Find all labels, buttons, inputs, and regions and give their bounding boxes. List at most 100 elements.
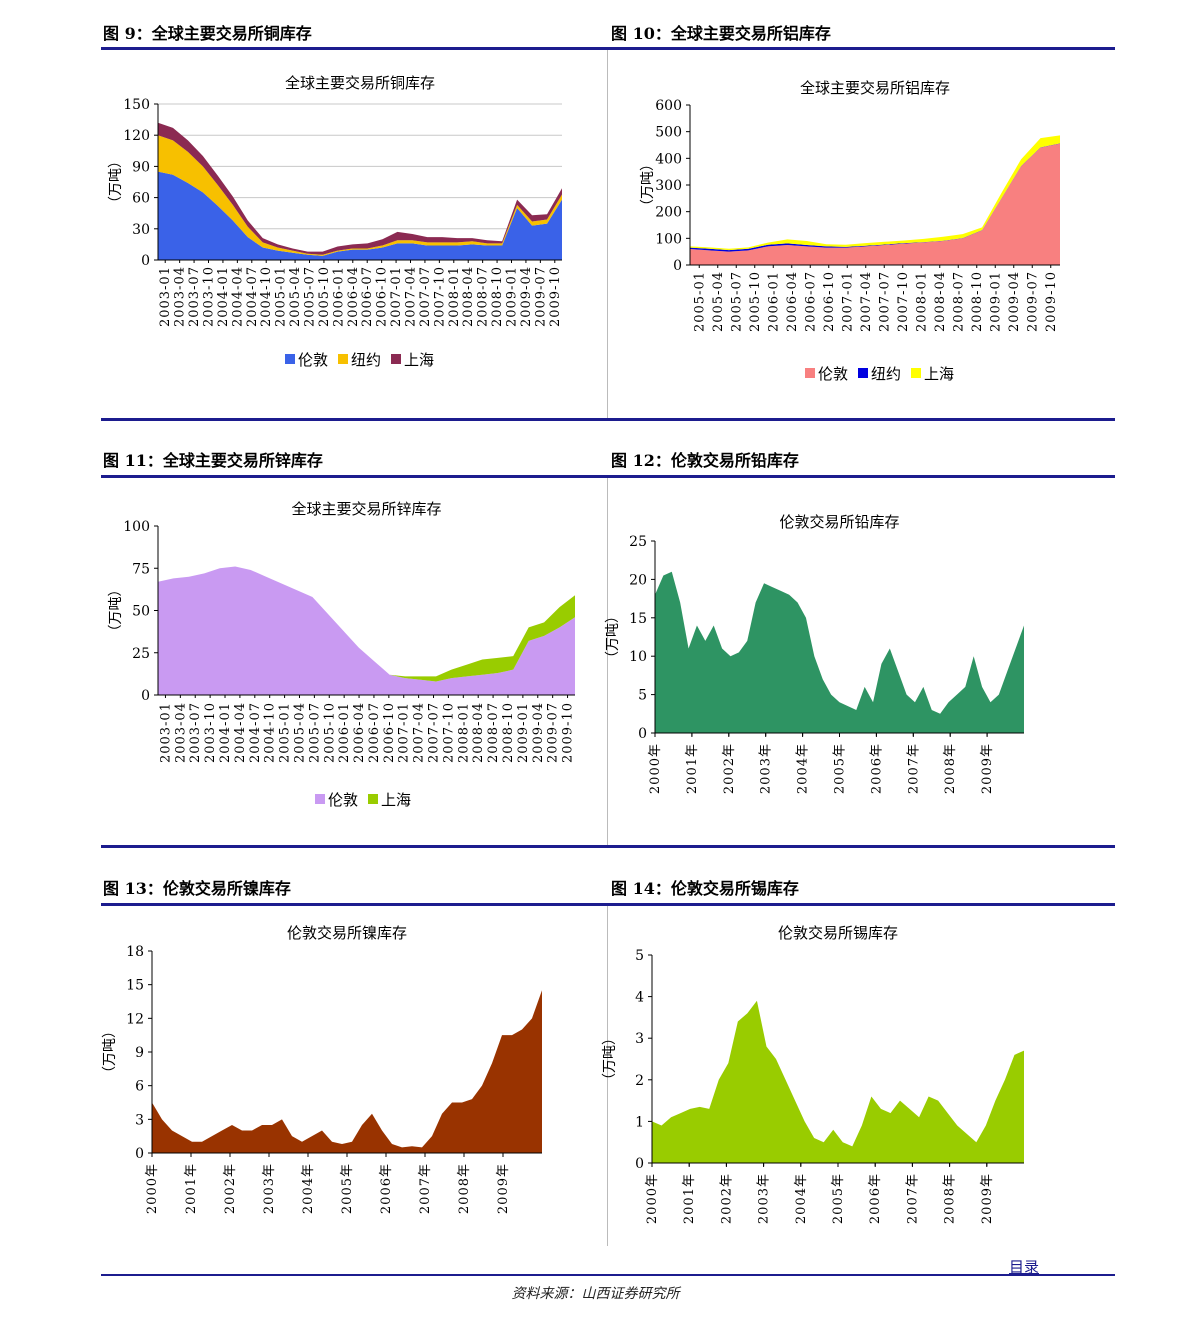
x-tick-label: 2005-10 [317,266,332,327]
legend-label: 伦敦 [328,791,358,809]
x-tick-label: 2006-07 [367,702,382,763]
x-tick-label: 2000年 [645,1173,660,1224]
legend-swatch [911,368,921,378]
chart-title: 全球主要交易所铝库存 [800,79,950,97]
x-tick-label: 2005-10 [322,702,337,763]
y-tick-label: 0 [141,688,150,704]
x-tick-label: 2009-07 [546,702,561,763]
legend-label: 纽约 [351,351,381,369]
y-tick-label: 300 [655,178,682,194]
series-area [652,1000,1024,1163]
x-tick-label: 2004-07 [248,702,263,763]
x-tick-label: 2004-04 [230,266,245,327]
x-tick-label: 2007-07 [427,702,442,763]
x-tick-label: 2003年 [757,1173,772,1224]
x-tick-label: 2008-04 [461,266,476,327]
x-tick-label: 2005-07 [303,266,318,327]
x-tick-label: 2008-01 [456,702,471,763]
x-tick-label: 2008-01 [447,266,462,327]
y-axis-label: （万吨） [102,1024,118,1080]
legend-swatch [858,368,868,378]
x-tick-label: 2009-01 [505,266,520,327]
x-tick-label: 2003-07 [187,266,202,327]
chart-title: 伦敦交易所镍库存 [287,924,407,942]
y-tick-label: 18 [126,944,144,960]
y-tick-label: 0 [673,258,682,274]
x-tick-label: 2006-07 [803,271,818,332]
x-tick-label: 2005-04 [292,702,307,763]
x-tick-label: 2004年 [796,743,811,794]
y-tick-label: 2 [635,1073,644,1089]
legend-label: 上海 [381,791,411,809]
x-tick-label: 2007-01 [389,266,404,327]
x-tick-label: 2008年 [943,743,958,794]
x-tick-label: 2000年 [648,743,663,794]
series-area-伦敦 [690,143,1060,265]
x-tick-label: 2007-07 [418,266,433,327]
x-tick-label: 2002年 [719,1173,734,1224]
x-tick-label: 2006-10 [382,702,397,763]
x-tick-label: 2008-10 [970,271,985,332]
header-rule-mid [101,475,1115,478]
x-tick-label: 2007-04 [404,266,419,327]
x-tick-label: 2009-01 [516,702,531,763]
x-tick-label: 2003-04 [173,702,188,763]
x-tick-label: 2000年 [145,1163,160,1214]
section-rule-2 [101,845,1115,848]
x-tick-label: 2007-04 [859,271,874,332]
chart-copper: 全球主要交易所铜库存 150 120 90 60 30 0 （万吨） 2003-01 2003-0… [100,60,590,410]
y-tick-label: 5 [635,948,644,964]
y-tick-label: 4 [635,990,644,1006]
x-tick-label: 2004-01 [218,702,233,763]
x-tick-label: 2007-10 [896,271,911,332]
y-tick-label: 0 [135,1146,144,1162]
x-tick-label: 2009年 [980,1173,995,1224]
x-tick-label: 2007年 [418,1163,433,1214]
y-tick-label: 6 [135,1079,144,1095]
section-rule-1 [101,418,1115,421]
x-tick-label: 2005-04 [288,266,303,327]
y-tick-label: 0 [638,726,647,742]
toc-link[interactable]: 目录 [1009,1258,1040,1276]
x-tick-label: 2006年 [868,1173,883,1224]
header-rule-bottom [101,903,1115,906]
x-tick-label: 2003-10 [202,266,217,327]
x-tick-label: 2009-04 [519,266,534,327]
y-tick-label: 150 [123,97,150,113]
x-tick-label: 2001年 [682,1173,697,1224]
y-tick-label: 25 [132,646,150,662]
x-tick-label: 2007-01 [840,271,855,332]
y-tick-label: 60 [132,191,150,207]
legend-swatch [805,368,815,378]
x-tick-label: 2006-01 [337,702,352,763]
x-tick-label: 2004年 [301,1163,316,1214]
chart-nickel: 伦敦交易所镍库存 18 15 12 9 6 3 0 （万吨） 2000年 2001年 2002年 200… [100,915,590,1235]
x-tick-label: 2006年 [379,1163,394,1214]
legend-label: 上海 [404,351,434,369]
x-tick-label: 2007-07 [877,271,892,332]
y-axis-label: （万吨） [602,1031,618,1087]
x-tick-label: 2003-01 [158,266,173,327]
column-separator [607,906,608,1246]
y-tick-label: 0 [635,1156,644,1172]
legend-swatch [391,354,401,364]
x-tick-label: 2005-07 [729,271,744,332]
x-tick-label: 2006-07 [360,266,375,327]
x-tick-label: 2008-10 [490,266,505,327]
x-tick-label: 2009-07 [1025,271,1040,332]
x-tick-label: 2005-01 [274,266,289,327]
x-tick-label: 2008-07 [486,702,501,763]
legend-swatch [368,794,378,804]
x-tick-label: 2001年 [685,743,700,794]
y-tick-label: 75 [132,561,150,577]
y-axis-label: （万吨） [108,154,124,210]
y-tick-label: 400 [655,151,682,167]
y-axis-label: （万吨） [605,609,621,665]
y-tick-label: 3 [135,1112,144,1128]
x-tick-label: 2009年 [980,743,995,794]
y-tick-label: 600 [655,98,682,114]
y-tick-label: 5 [638,688,647,704]
legend-label: 伦敦 [818,365,848,383]
x-tick-label: 2006-01 [766,271,781,332]
y-tick-label: 120 [123,128,150,144]
